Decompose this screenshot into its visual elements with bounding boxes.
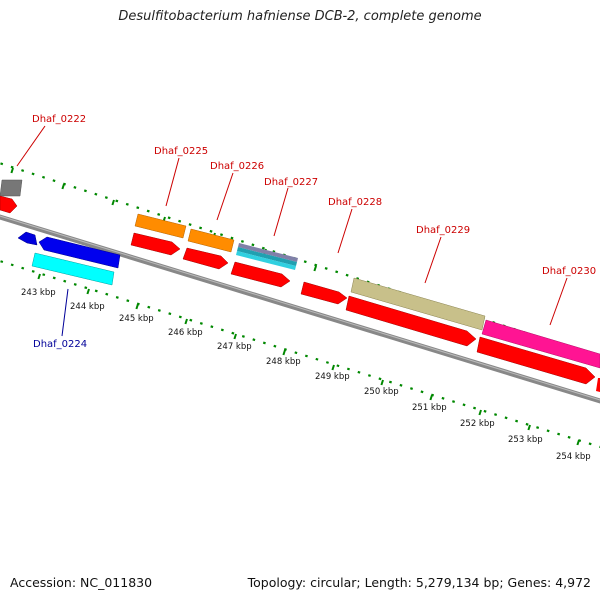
inner-major-ticks [37, 273, 580, 446]
outer-tick [313, 265, 317, 272]
cds-feature[interactable] [182, 247, 229, 270]
gene-label-dhaf-0225[interactable]: Dhaf_0225 [154, 146, 208, 157]
leader-dhaf-0228 [337, 208, 353, 254]
forward-genes [0, 179, 600, 369]
inner-tick [282, 349, 286, 356]
leader-dhaf-0224 [61, 288, 69, 337]
inner-tick [184, 318, 188, 325]
label-leaders [16, 125, 568, 337]
inner-tick [576, 439, 580, 446]
gene-label-dhaf-0230[interactable]: Dhaf_0230 [542, 266, 596, 277]
gene-reverse-small[interactable] [17, 231, 38, 246]
gene-dhaf-0225[interactable] [134, 213, 187, 239]
cds-feature[interactable] [230, 261, 291, 288]
leader-dhaf-0222 [16, 125, 46, 167]
inner-tick [233, 333, 237, 340]
gene-label-dhaf-0224[interactable]: Dhaf_0224 [33, 339, 87, 350]
genome-summary-text: Topology: circular; Length: 5,279,134 bp… [247, 575, 591, 590]
ruler-labels: 243 kbp 244 kbp 245 kbp 246 kbp 247 kbp … [21, 288, 591, 462]
gene-dhaf-0227-band-2[interactable] [237, 247, 297, 266]
leader-dhaf-0225 [165, 157, 180, 207]
inner-tick [527, 424, 531, 431]
gene-label-dhaf-0229[interactable]: Dhaf_0229 [416, 225, 470, 236]
ruler-label: 248 kbp [266, 357, 301, 367]
ruler-label: 243 kbp [21, 288, 56, 298]
leader-dhaf-0229 [424, 236, 442, 284]
gene-dhaf-0229[interactable] [350, 277, 486, 331]
cds-feature[interactable] [596, 378, 600, 392]
cds-feature[interactable] [345, 295, 477, 347]
inner-tick [86, 288, 90, 295]
ruler-label: 244 kbp [70, 302, 105, 312]
gene-label-dhaf-0228[interactable]: Dhaf_0228 [328, 197, 382, 208]
outer-tick [61, 183, 65, 190]
outer-tick [111, 199, 115, 206]
ruler-label: 254 kbp [556, 452, 591, 462]
inner-tick [478, 409, 482, 416]
genome-backbone-highlight [0, 215, 600, 401]
cds-feature[interactable] [300, 281, 348, 305]
inner-tick [135, 303, 139, 310]
inner-tick [380, 379, 384, 386]
cds-track [0, 195, 600, 392]
ruler-label: 249 kbp [315, 372, 350, 382]
gene-label-dhaf-0227[interactable]: Dhaf_0227 [264, 177, 318, 188]
ruler-label: 251 kbp [412, 403, 447, 413]
gene-reverse-large[interactable] [38, 236, 121, 269]
gene-label-dhaf-0226[interactable]: Dhaf_0226 [210, 161, 264, 172]
cds-feature[interactable] [130, 232, 181, 256]
inner-tick [37, 273, 41, 280]
gene-dhaf-0224[interactable] [31, 252, 115, 286]
gene-dhaf-0222[interactable] [0, 179, 23, 197]
leader-dhaf-0230 [549, 277, 568, 326]
inner-tick [331, 364, 335, 371]
inner-ruler [0, 259, 600, 449]
outer-tick [10, 167, 14, 174]
leader-dhaf-0227 [273, 187, 289, 237]
ruler-label: 246 kbp [168, 328, 203, 338]
gene-labels: Dhaf_0222 Dhaf_0224 Dhaf_0225 Dhaf_0226 … [32, 114, 596, 350]
gene-dhaf-0227-band-3[interactable] [236, 251, 296, 270]
gene-dhaf-0226[interactable] [187, 228, 235, 253]
gene-dhaf-0227-band-1[interactable] [238, 243, 298, 262]
map-title: Desulfitobacterium hafniense DCB-2, comp… [118, 9, 482, 24]
ruler-label: 253 kbp [508, 435, 543, 445]
inner-dotted-line [0, 259, 600, 449]
cds-feature[interactable] [476, 336, 596, 385]
reverse-genes [17, 231, 121, 286]
ruler-label: 252 kbp [460, 419, 495, 429]
genome-backbone [0, 214, 600, 404]
gene-dhaf-0230[interactable] [481, 319, 600, 369]
accession-text: Accession: NC_011830 [10, 575, 153, 590]
gene-label-dhaf-0222[interactable]: Dhaf_0222 [32, 114, 86, 125]
inner-tick [429, 394, 433, 401]
leader-dhaf-0226 [216, 172, 234, 221]
cds-feature[interactable] [0, 195, 18, 214]
ruler-label: 250 kbp [364, 387, 399, 397]
ruler-label: 245 kbp [119, 314, 154, 324]
ruler-label: 247 kbp [217, 342, 252, 352]
